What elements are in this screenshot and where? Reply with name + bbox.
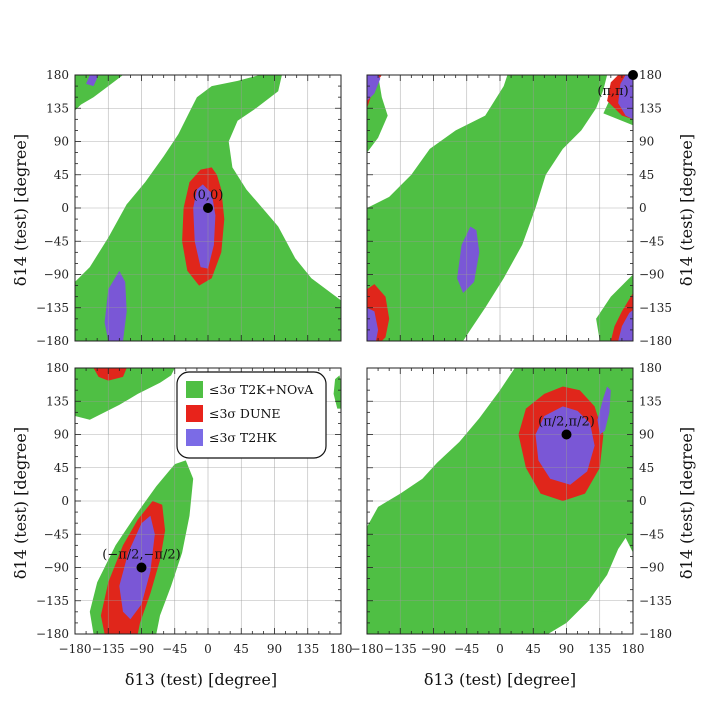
true-point-label: (π/2,π/2) bbox=[538, 415, 595, 430]
tick-label-x: −180 bbox=[59, 642, 92, 656]
region-t2hk-0 bbox=[457, 226, 480, 293]
legend-swatch-t2hk bbox=[186, 429, 203, 446]
tick-label-y: 90 bbox=[639, 428, 654, 442]
tick-label-y: −45 bbox=[639, 234, 664, 248]
region-t2k-nova-2 bbox=[304, 293, 341, 341]
region-t2hk-4 bbox=[618, 310, 633, 341]
tick-label-y: −180 bbox=[36, 627, 69, 641]
tick-label-x: 45 bbox=[526, 642, 541, 656]
tick-label-y: −180 bbox=[639, 334, 672, 348]
tick-label-y: −90 bbox=[44, 268, 69, 282]
tick-label-y: −135 bbox=[639, 594, 672, 608]
tick-label-x: 0 bbox=[496, 642, 504, 656]
legend-swatch-t2k-nova bbox=[186, 381, 203, 398]
y-axis-label-right-top: δ14 (test) [degree] bbox=[677, 134, 696, 286]
tick-label-y: 180 bbox=[46, 68, 69, 82]
legend: ≤3σ T2K+NOvA ≤3σ DUNE ≤3σ T2HK bbox=[176, 371, 327, 459]
true-point-label: (π,π) bbox=[597, 84, 628, 99]
tick-label-y: 90 bbox=[54, 135, 69, 149]
y-axis-label-left-top: δ14 (test) [degree] bbox=[11, 134, 30, 286]
true-point-label: (−π/2,−π/2) bbox=[102, 548, 180, 563]
tick-label-y: 45 bbox=[639, 168, 654, 182]
tick-label-y: 135 bbox=[46, 394, 69, 408]
tick-label-y: −45 bbox=[639, 527, 664, 541]
tick-label-x: −45 bbox=[454, 642, 479, 656]
tick-label-y: −45 bbox=[44, 527, 69, 541]
legend-label-dune: ≤3σ DUNE bbox=[209, 406, 281, 421]
panel-top-left: −180 −135 −90 −45 0 45 90 135 180 (0,0) bbox=[36, 68, 342, 348]
legend-label-t2hk: ≤3σ T2HK bbox=[209, 430, 277, 445]
panel-frame bbox=[74, 74, 342, 342]
tick-label-y: 45 bbox=[54, 168, 69, 182]
region-dune-1 bbox=[93, 368, 127, 381]
panel-top-right: −180 −135 −90 −45 0 45 90 135 180 (π,π) bbox=[366, 68, 672, 348]
x-axis-label-left: δ13 (test) [degree] bbox=[125, 670, 277, 689]
tick-label-y: 135 bbox=[46, 101, 69, 115]
tick-label-y: 180 bbox=[46, 361, 69, 375]
tick-label-x: 135 bbox=[588, 642, 611, 656]
tick-label-x: −90 bbox=[129, 642, 154, 656]
tick-label-y: 45 bbox=[54, 461, 69, 475]
tick-label-x: −135 bbox=[92, 642, 125, 656]
tick-label-y: −135 bbox=[639, 301, 672, 315]
tick-label-x: 0 bbox=[204, 642, 212, 656]
panel-body bbox=[367, 75, 633, 341]
true-point-marker bbox=[561, 429, 572, 440]
tick-label-x: −45 bbox=[162, 642, 187, 656]
tick-label-y: 0 bbox=[639, 494, 647, 508]
tick-label-y: 90 bbox=[54, 428, 69, 442]
tick-label-y: −90 bbox=[639, 268, 664, 282]
tick-label-x: 90 bbox=[559, 642, 574, 656]
tick-label-x: −135 bbox=[384, 642, 417, 656]
region-t2hk-3 bbox=[367, 307, 379, 341]
legend-box bbox=[176, 371, 327, 459]
tick-label-x: 45 bbox=[234, 642, 249, 656]
tick-label-y: 135 bbox=[639, 394, 662, 408]
region-t2hk-1 bbox=[367, 75, 381, 101]
tick-label-y: −180 bbox=[36, 334, 69, 348]
tick-label-x: 180 bbox=[622, 642, 645, 656]
tick-label-y: 0 bbox=[639, 201, 647, 215]
tick-label-y: 180 bbox=[639, 361, 662, 375]
tick-label-y: −180 bbox=[639, 627, 672, 641]
panel-frame bbox=[366, 74, 634, 342]
tick-label-x: 90 bbox=[267, 642, 282, 656]
tick-label-y: 90 bbox=[639, 135, 654, 149]
tick-label-y: 135 bbox=[639, 101, 662, 115]
region-t2hk-1 bbox=[104, 270, 127, 341]
tick-label-y: −90 bbox=[44, 561, 69, 575]
tick-label-y: 180 bbox=[639, 68, 662, 82]
region-t2hk-1 bbox=[597, 386, 611, 435]
true-point-marker bbox=[203, 203, 213, 213]
tick-label-y: 45 bbox=[639, 461, 654, 475]
region-t2hk-0 bbox=[535, 406, 595, 485]
tick-label-y: 0 bbox=[61, 494, 69, 508]
region-t2hk-2 bbox=[86, 75, 99, 87]
tick-label-x: −180 bbox=[351, 642, 384, 656]
x-axis-label-right: δ13 (test) [degree] bbox=[424, 670, 576, 689]
true-point-marker bbox=[136, 562, 147, 573]
legend-label-t2k-nova: ≤3σ T2K+NOvA bbox=[209, 382, 314, 397]
tick-label-x: 135 bbox=[296, 642, 319, 656]
tick-label-y: −90 bbox=[639, 561, 664, 575]
legend-swatch-dune bbox=[186, 405, 203, 422]
true-point-label: (0,0) bbox=[193, 188, 224, 203]
tick-label-y: −135 bbox=[36, 301, 69, 315]
tick-label-y: −45 bbox=[44, 234, 69, 248]
region-t2k-nova-1 bbox=[75, 368, 175, 420]
tick-label-y: 0 bbox=[61, 201, 69, 215]
tick-label-y: −135 bbox=[36, 594, 69, 608]
y-axis-label-right-bottom: δ14 (test) [degree] bbox=[677, 427, 696, 579]
panel-frame bbox=[366, 367, 634, 635]
tick-label-x: 180 bbox=[330, 642, 353, 656]
tick-label-x: −90 bbox=[421, 642, 446, 656]
panels-layer: −180−135−90−4504590135180(0,0)−180−135−9… bbox=[36, 68, 672, 656]
y-axis-label-left-bottom: δ14 (test) [degree] bbox=[11, 427, 30, 579]
panel-frame bbox=[74, 367, 342, 635]
region-t2k-nova-2 bbox=[333, 375, 341, 409]
true-point-marker bbox=[628, 70, 638, 80]
